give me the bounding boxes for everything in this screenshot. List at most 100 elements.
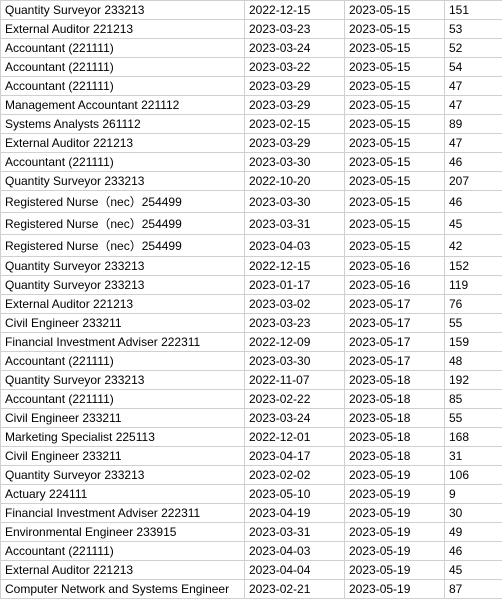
table-cell: 2023-05-10 xyxy=(245,485,345,504)
table-row: Accountant (221111)2023-04-032023-05-194… xyxy=(1,542,502,561)
table-cell: 55 xyxy=(445,409,502,428)
table-cell: Civil Engineer 233211 xyxy=(1,409,245,428)
table-cell: 2023-02-21 xyxy=(245,580,345,599)
table-row: Accountant (221111)2023-03-242023-05-155… xyxy=(1,39,502,58)
table-cell: 2023-05-15 xyxy=(345,134,445,153)
table-cell: Accountant (221111) xyxy=(1,58,245,77)
table-cell: 2022-10-20 xyxy=(245,172,345,191)
table-cell: 2023-01-17 xyxy=(245,276,345,295)
table-row: Civil Engineer 2332112023-03-242023-05-1… xyxy=(1,409,502,428)
table-cell: 2023-04-03 xyxy=(245,235,345,257)
table-cell: 2023-05-19 xyxy=(345,523,445,542)
table-cell: 52 xyxy=(445,39,502,58)
table-cell: 2023-05-19 xyxy=(345,542,445,561)
table-cell: 2023-05-18 xyxy=(345,390,445,409)
table-cell: External Auditor 221213 xyxy=(1,561,245,580)
table-row: Quantity Surveyor 2332132022-12-152023-0… xyxy=(1,1,502,20)
table-row: Environmental Engineer 2339152023-03-312… xyxy=(1,523,502,542)
table-cell: 2023-05-18 xyxy=(345,409,445,428)
table-cell: 2022-12-01 xyxy=(245,428,345,447)
table-cell: 2023-03-23 xyxy=(245,314,345,333)
table-cell: 2023-04-04 xyxy=(245,561,345,580)
data-table: Quantity Surveyor 2332132022-12-152023-0… xyxy=(0,0,502,599)
table-cell: Registered Nurse（nec）254499 xyxy=(1,213,245,235)
table-cell: Registered Nurse（nec）254499 xyxy=(1,191,245,213)
table-cell: External Auditor 221213 xyxy=(1,20,245,39)
table-row: Accountant (221111)2023-03-222023-05-155… xyxy=(1,58,502,77)
table-cell: 2023-05-15 xyxy=(345,58,445,77)
table-cell: Financial Investment Adviser 222311 xyxy=(1,333,245,352)
table-cell: 2023-02-22 xyxy=(245,390,345,409)
table-cell: 2023-02-02 xyxy=(245,466,345,485)
table-cell: 2023-05-15 xyxy=(345,96,445,115)
table-cell: 48 xyxy=(445,352,502,371)
table-row: Computer Network and Systems Engineer202… xyxy=(1,580,502,599)
table-cell: External Auditor 221213 xyxy=(1,134,245,153)
table-cell: 159 xyxy=(445,333,502,352)
table-cell: 46 xyxy=(445,542,502,561)
table-cell: Quantity Surveyor 233213 xyxy=(1,276,245,295)
table-cell: Civil Engineer 233211 xyxy=(1,447,245,466)
table-cell: 47 xyxy=(445,77,502,96)
table-cell: Quantity Surveyor 233213 xyxy=(1,257,245,276)
table-cell: 2022-12-09 xyxy=(245,333,345,352)
table-cell: 2023-03-02 xyxy=(245,295,345,314)
table-cell: 2023-05-15 xyxy=(345,191,445,213)
table-cell: 2023-05-17 xyxy=(345,333,445,352)
table-row: Registered Nurse（nec）2544992023-04-03202… xyxy=(1,235,502,257)
table-row: Quantity Surveyor 2332132023-02-022023-0… xyxy=(1,466,502,485)
table-cell: 2023-05-18 xyxy=(345,428,445,447)
table-cell: External Auditor 221213 xyxy=(1,295,245,314)
table-cell: 2023-05-19 xyxy=(345,580,445,599)
table-cell: Quantity Surveyor 233213 xyxy=(1,371,245,390)
table-cell: 47 xyxy=(445,134,502,153)
table-cell: 2022-12-15 xyxy=(245,1,345,20)
table-cell: Computer Network and Systems Engineer xyxy=(1,580,245,599)
table-cell: 2023-05-17 xyxy=(345,295,445,314)
table-cell: 31 xyxy=(445,447,502,466)
table-cell: 119 xyxy=(445,276,502,295)
table-row: Registered Nurse（nec）2544992023-03-31202… xyxy=(1,213,502,235)
table-cell: 2023-05-15 xyxy=(345,172,445,191)
table-cell: 2023-03-22 xyxy=(245,58,345,77)
table-cell: 49 xyxy=(445,523,502,542)
table-cell: 2022-12-15 xyxy=(245,257,345,276)
table-cell: 2023-03-30 xyxy=(245,153,345,172)
table-cell: 9 xyxy=(445,485,502,504)
table-cell: 2023-05-18 xyxy=(345,447,445,466)
table-cell: 2023-05-15 xyxy=(345,20,445,39)
table-cell: 2023-03-30 xyxy=(245,191,345,213)
table-row: Accountant (221111)2023-03-292023-05-154… xyxy=(1,77,502,96)
table-cell: Environmental Engineer 233915 xyxy=(1,523,245,542)
table-cell: 2023-03-24 xyxy=(245,39,345,58)
table-row: Registered Nurse（nec）2544992023-03-30202… xyxy=(1,191,502,213)
table-cell: 2023-05-15 xyxy=(345,39,445,58)
table-cell: 2023-03-29 xyxy=(245,77,345,96)
table-row: Marketing Specialist 2251132022-12-01202… xyxy=(1,428,502,447)
table-cell: 2023-03-31 xyxy=(245,523,345,542)
table-cell: 30 xyxy=(445,504,502,523)
table-cell: 2023-02-15 xyxy=(245,115,345,134)
table-cell: 2023-04-19 xyxy=(245,504,345,523)
table-cell: 2023-03-30 xyxy=(245,352,345,371)
table-row: Civil Engineer 2332112023-03-232023-05-1… xyxy=(1,314,502,333)
table-cell: 87 xyxy=(445,580,502,599)
table-cell: Marketing Specialist 225113 xyxy=(1,428,245,447)
table-cell: 2023-05-19 xyxy=(345,466,445,485)
table-cell: Accountant (221111) xyxy=(1,390,245,409)
table-cell: 2023-03-24 xyxy=(245,409,345,428)
table-cell: 2023-05-16 xyxy=(345,257,445,276)
table-row: External Auditor 2212132023-03-292023-05… xyxy=(1,134,502,153)
table-cell: 2023-03-31 xyxy=(245,213,345,235)
table-cell: 85 xyxy=(445,390,502,409)
table-cell: Quantity Surveyor 233213 xyxy=(1,466,245,485)
table-cell: 46 xyxy=(445,191,502,213)
table-cell: 106 xyxy=(445,466,502,485)
table-cell: Management Accountant 221112 xyxy=(1,96,245,115)
table-cell: Accountant (221111) xyxy=(1,39,245,58)
table-cell: Accountant (221111) xyxy=(1,542,245,561)
table-row: Quantity Surveyor 2332132022-11-072023-0… xyxy=(1,371,502,390)
table-cell: 2023-05-15 xyxy=(345,115,445,134)
table-cell: 2023-05-16 xyxy=(345,276,445,295)
table-cell: 46 xyxy=(445,153,502,172)
